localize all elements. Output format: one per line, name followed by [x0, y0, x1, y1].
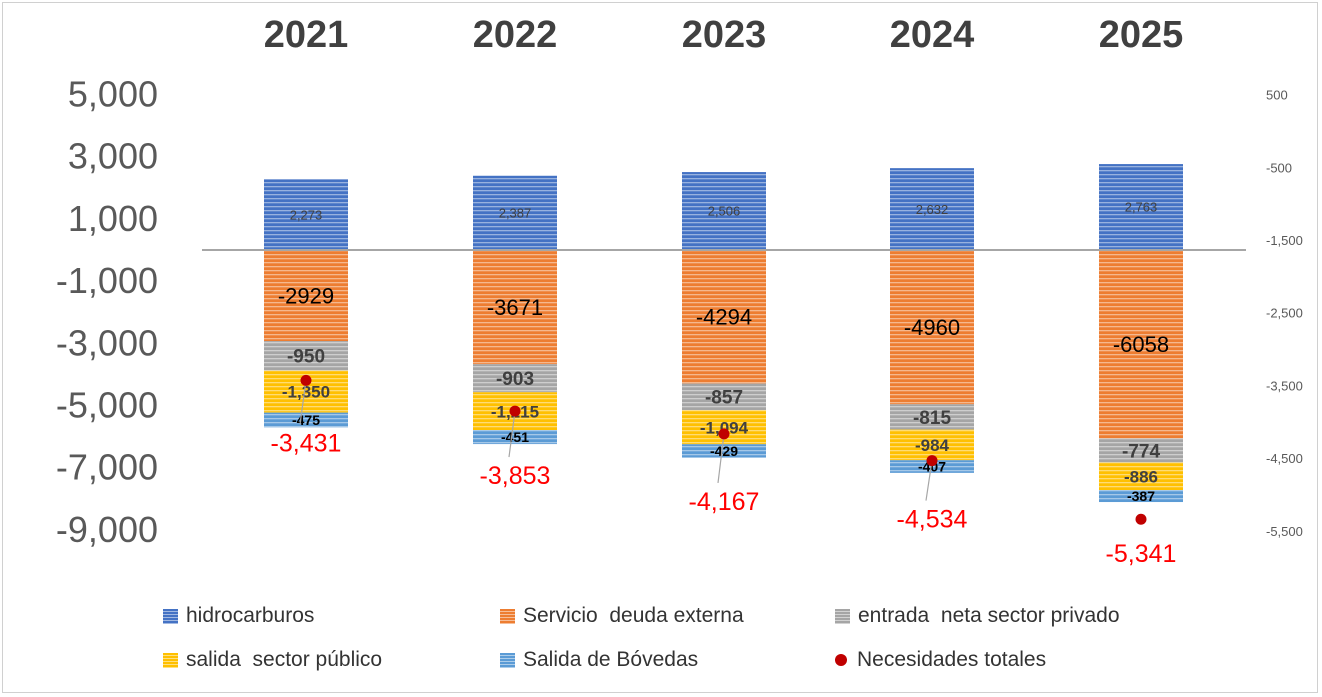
leader-line: [925, 460, 933, 501]
legend-label: Salida de Bóvedas: [523, 648, 699, 671]
bar-segment: [682, 250, 766, 384]
legend-item: salida sector público: [163, 648, 382, 672]
bar-data-label: -3671: [487, 295, 543, 320]
legend-swatch-icon: [835, 608, 850, 624]
y-tick-label: 5,000: [68, 74, 158, 115]
bar-segment: [264, 250, 348, 342]
bar-data-label: -886: [1124, 467, 1158, 486]
legend-swatch-icon: [163, 652, 178, 668]
necesidades-data-label: -3,431: [271, 429, 342, 457]
y-tick-label: -3,000: [56, 322, 158, 363]
bar-segment: [1099, 490, 1183, 503]
necesidades-point: [926, 455, 938, 467]
bar-segment: [264, 179, 348, 250]
y2-tick-label: -500: [1266, 160, 1292, 175]
bar-data-label: -2929: [278, 283, 334, 308]
bar-segment: [473, 364, 557, 393]
leader-line: [717, 433, 725, 483]
x-category-label: 2023: [682, 14, 767, 56]
y2-tick-label: -3,500: [1266, 378, 1303, 393]
y2-tick-label: -4,500: [1266, 451, 1303, 466]
bar-data-label: -950: [287, 347, 325, 368]
y2-tick-label: -1,500: [1266, 233, 1303, 248]
bar-segment: [682, 383, 766, 411]
legend-label: salida sector público: [186, 648, 383, 671]
legend-swatch-icon: [500, 608, 515, 624]
y-tick-label: -5,000: [56, 385, 158, 426]
bar-data-label: -407: [918, 459, 946, 475]
necesidades-data-label: -5,341: [1106, 540, 1177, 568]
bar-segment: [682, 172, 766, 250]
bar-data-label: 2,763: [1125, 200, 1158, 215]
bar-data-label: -429: [710, 443, 738, 459]
bar-data-label: -857: [705, 388, 743, 409]
y-tick-label: -7,000: [56, 447, 158, 488]
legend-item: Servicio deuda externa: [500, 604, 744, 628]
bar-data-label: -1,094: [700, 418, 749, 437]
bar-segment: [1099, 164, 1183, 250]
legend-dot-icon: [835, 654, 847, 666]
y-tick-label: 3,000: [68, 136, 158, 177]
legend-item: Necesidades totales: [835, 648, 1046, 672]
bar-data-label: -903: [496, 369, 534, 390]
bar-data-label: -815: [913, 408, 951, 429]
bar-data-label: -6058: [1113, 332, 1169, 357]
necesidades-point: [718, 428, 730, 440]
legend-label: Necesidades totales: [857, 648, 1047, 671]
necesidades-data-label: -4,534: [897, 506, 968, 534]
bar-segment: [1099, 438, 1183, 463]
legend-item: hidrocarburos: [163, 604, 314, 628]
y2-tick-label: 500: [1266, 88, 1288, 103]
bar-data-label: -387: [1127, 488, 1155, 504]
x-category-label: 2025: [1099, 14, 1184, 56]
legend-swatch-icon: [163, 608, 178, 624]
x-category-label: 2022: [473, 14, 558, 56]
bar-segment: [473, 175, 557, 250]
necesidades-point: [300, 374, 312, 386]
bar-segment: [473, 250, 557, 365]
legend-swatch-icon: [500, 652, 515, 668]
bar-data-label: -4294: [696, 305, 752, 330]
bar-data-label: -984: [915, 436, 950, 455]
bar-segment: [1099, 462, 1183, 491]
necesidades-point: [1135, 513, 1147, 525]
leader-line: [299, 380, 307, 425]
legend-item: entrada neta sector privado: [835, 604, 1120, 628]
y2-tick-label: -2,500: [1266, 306, 1303, 321]
bar-data-label: -451: [501, 429, 529, 445]
bar-segment: [473, 430, 557, 445]
bar-segment: [264, 341, 348, 371]
necesidades-data-label: -4,167: [689, 488, 760, 516]
y-tick-label: -9,000: [56, 509, 158, 550]
y2-tick-label: -5,500: [1266, 524, 1303, 539]
x-category-label: 2024: [890, 14, 975, 56]
bar-data-label: -475: [292, 412, 320, 428]
y-tick-label: -1,000: [56, 260, 158, 301]
bar-segment: [890, 168, 974, 250]
bar-data-label: 2,273: [290, 207, 323, 222]
bar-data-label: -774: [1122, 441, 1160, 462]
bar-segment: [682, 444, 766, 458]
bar-data-label: -1,350: [282, 383, 330, 402]
necesidades-data-label: -3,853: [480, 462, 551, 490]
bar-data-label: -4960: [904, 315, 960, 340]
legend-item: Salida de Bóvedas: [500, 648, 698, 672]
y-tick-label: 1,000: [68, 198, 158, 239]
bar-data-label: 2,632: [916, 202, 949, 217]
legend-label: Servicio deuda externa: [523, 604, 744, 627]
bar-segment: [890, 460, 974, 473]
bar-segment: [1099, 250, 1183, 439]
bar-segment: [890, 404, 974, 430]
necesidades-point: [509, 405, 521, 417]
leader-line: [508, 410, 516, 458]
bar-data-label: 2,387: [499, 206, 532, 221]
bar-segment: [890, 250, 974, 405]
legend-label: hidrocarburos: [186, 604, 315, 627]
bar-segment: [264, 412, 348, 428]
x-category-label: 2021: [264, 14, 349, 56]
bar-data-label: 2,506: [708, 204, 741, 219]
legend-label: entrada neta sector privado: [858, 604, 1120, 627]
